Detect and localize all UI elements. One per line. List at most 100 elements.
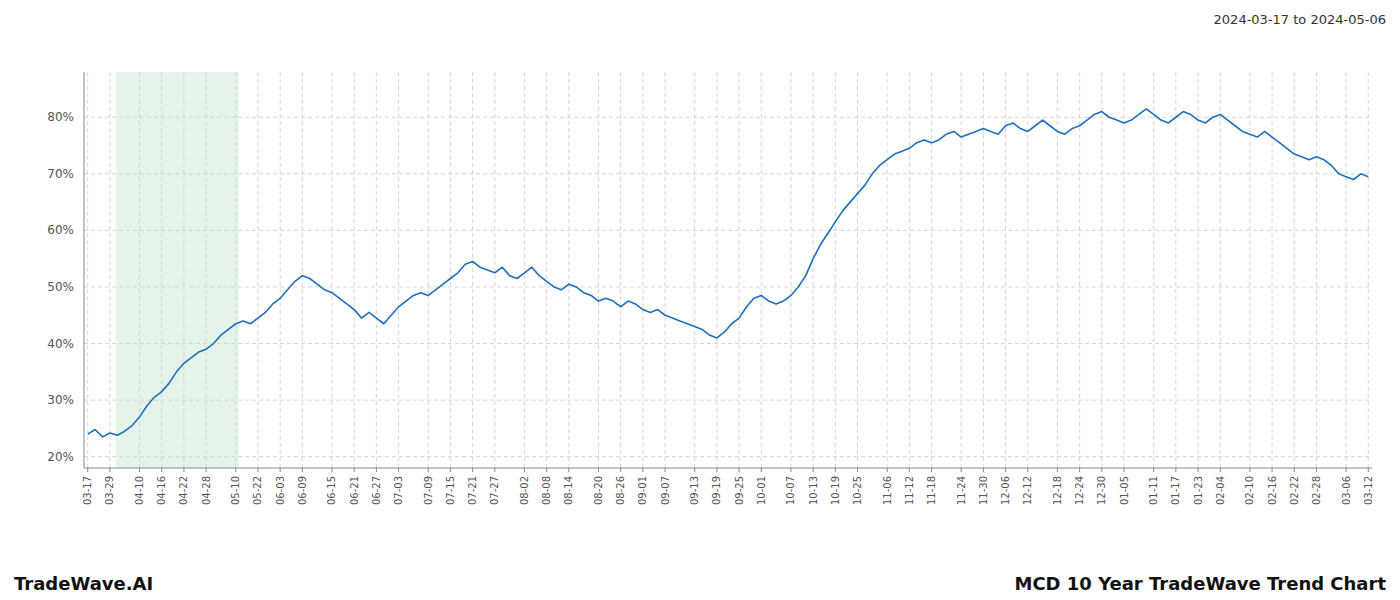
x-tick	[1027, 468, 1028, 472]
y-grid-line	[84, 400, 1372, 401]
x-tick	[109, 468, 110, 472]
x-tick	[761, 468, 762, 472]
x-tick-label: 07-09	[423, 476, 434, 505]
x-grid-line	[109, 72, 110, 468]
x-tick-label: 11-18	[926, 476, 937, 505]
x-grid-line	[354, 72, 355, 468]
x-grid-line	[716, 72, 717, 468]
x-tick	[694, 468, 695, 472]
x-tick-label: 03-29	[104, 476, 115, 505]
x-grid-line	[139, 72, 140, 468]
x-grid-line	[857, 72, 858, 468]
x-tick-label: 06-21	[349, 476, 360, 505]
y-tick-label: 70%	[47, 167, 74, 181]
y-grid-line	[84, 343, 1372, 344]
x-tick	[568, 468, 569, 472]
x-tick-label: 06-09	[297, 476, 308, 505]
x-tick	[1005, 468, 1006, 472]
x-tick	[961, 468, 962, 472]
x-tick-label: 04-10	[134, 476, 145, 505]
x-tick	[931, 468, 932, 472]
x-grid-line	[302, 72, 303, 468]
x-axis-line	[84, 468, 1372, 469]
x-tick	[450, 468, 451, 472]
x-tick-label: 12-30	[1096, 476, 1107, 505]
x-grid-line	[1220, 72, 1221, 468]
x-tick-label: 03-12	[1363, 476, 1374, 505]
x-grid-line	[961, 72, 962, 468]
x-tick	[598, 468, 599, 472]
x-grid-line	[1249, 72, 1250, 468]
x-tick	[524, 468, 525, 472]
x-tick-label: 08-02	[519, 476, 530, 505]
x-tick	[1153, 468, 1154, 472]
x-grid-line	[694, 72, 695, 468]
x-tick-label: 02-10	[1244, 476, 1255, 505]
y-grid-line	[84, 117, 1372, 118]
x-tick-label: 06-15	[326, 476, 337, 505]
x-tick	[739, 468, 740, 472]
x-tick	[1368, 468, 1369, 472]
x-tick	[1101, 468, 1102, 472]
x-tick-label: 07-27	[489, 476, 500, 505]
x-tick	[398, 468, 399, 472]
x-tick-label: 09-25	[734, 476, 745, 505]
x-tick-label: 02-28	[1311, 476, 1322, 505]
x-tick-label: 10-01	[756, 476, 767, 505]
x-grid-line	[1294, 72, 1295, 468]
x-grid-line	[1101, 72, 1102, 468]
x-tick-label: 08-08	[541, 476, 552, 505]
x-tick-label: 03-17	[82, 476, 93, 505]
x-grid-line	[568, 72, 569, 468]
y-grid-line	[84, 173, 1372, 174]
x-tick	[1198, 468, 1199, 472]
x-tick	[1220, 468, 1221, 472]
x-tick-label: 05-22	[252, 476, 263, 505]
x-tick	[813, 468, 814, 472]
x-tick	[1124, 468, 1125, 472]
x-grid-line	[1079, 72, 1080, 468]
x-tick	[887, 468, 888, 472]
x-tick-label: 12-12	[1022, 476, 1033, 505]
y-tick-label: 50%	[47, 280, 74, 294]
x-grid-line	[450, 72, 451, 468]
x-tick-label: 01-05	[1119, 476, 1130, 505]
x-grid-line	[206, 72, 207, 468]
x-tick-label: 12-18	[1052, 476, 1063, 505]
y-tick-label: 30%	[47, 393, 74, 407]
y-axis-line	[84, 72, 85, 468]
x-grid-line	[739, 72, 740, 468]
x-tick-label: 09-07	[660, 476, 671, 505]
y-grid-line	[84, 286, 1372, 287]
x-grid-line	[835, 72, 836, 468]
x-tick	[1346, 468, 1347, 472]
x-grid-line	[790, 72, 791, 468]
x-grid-line	[398, 72, 399, 468]
x-grid-line	[428, 72, 429, 468]
x-tick-label: 02-22	[1289, 476, 1300, 505]
y-grid-line	[84, 230, 1372, 231]
x-grid-line	[1368, 72, 1369, 468]
x-tick-label: 11-06	[882, 476, 893, 505]
x-grid-line	[983, 72, 984, 468]
x-tick-label: 01-11	[1148, 476, 1159, 505]
x-tick-label: 01-23	[1193, 476, 1204, 505]
annotation: TradeWave.AI	[14, 573, 153, 594]
x-grid-line	[87, 72, 88, 468]
x-tick	[546, 468, 547, 472]
y-tick-label: 40%	[47, 337, 74, 351]
x-tick-label: 09-01	[637, 476, 648, 505]
x-tick-label: 07-21	[467, 476, 478, 505]
x-grid-line	[331, 72, 332, 468]
x-tick-label: 03-06	[1341, 476, 1352, 505]
x-tick	[376, 468, 377, 472]
subtitle: 2024-03-17 to 2024-05-06	[1214, 12, 1386, 27]
x-tick-label: 11-12	[904, 476, 915, 505]
y-grid-line	[84, 456, 1372, 457]
x-tick-label: 04-22	[178, 476, 189, 505]
x-grid-line	[813, 72, 814, 468]
x-tick-label: 02-04	[1215, 476, 1226, 505]
x-grid-line	[665, 72, 666, 468]
x-tick-label: 04-16	[156, 476, 167, 505]
x-tick	[857, 468, 858, 472]
